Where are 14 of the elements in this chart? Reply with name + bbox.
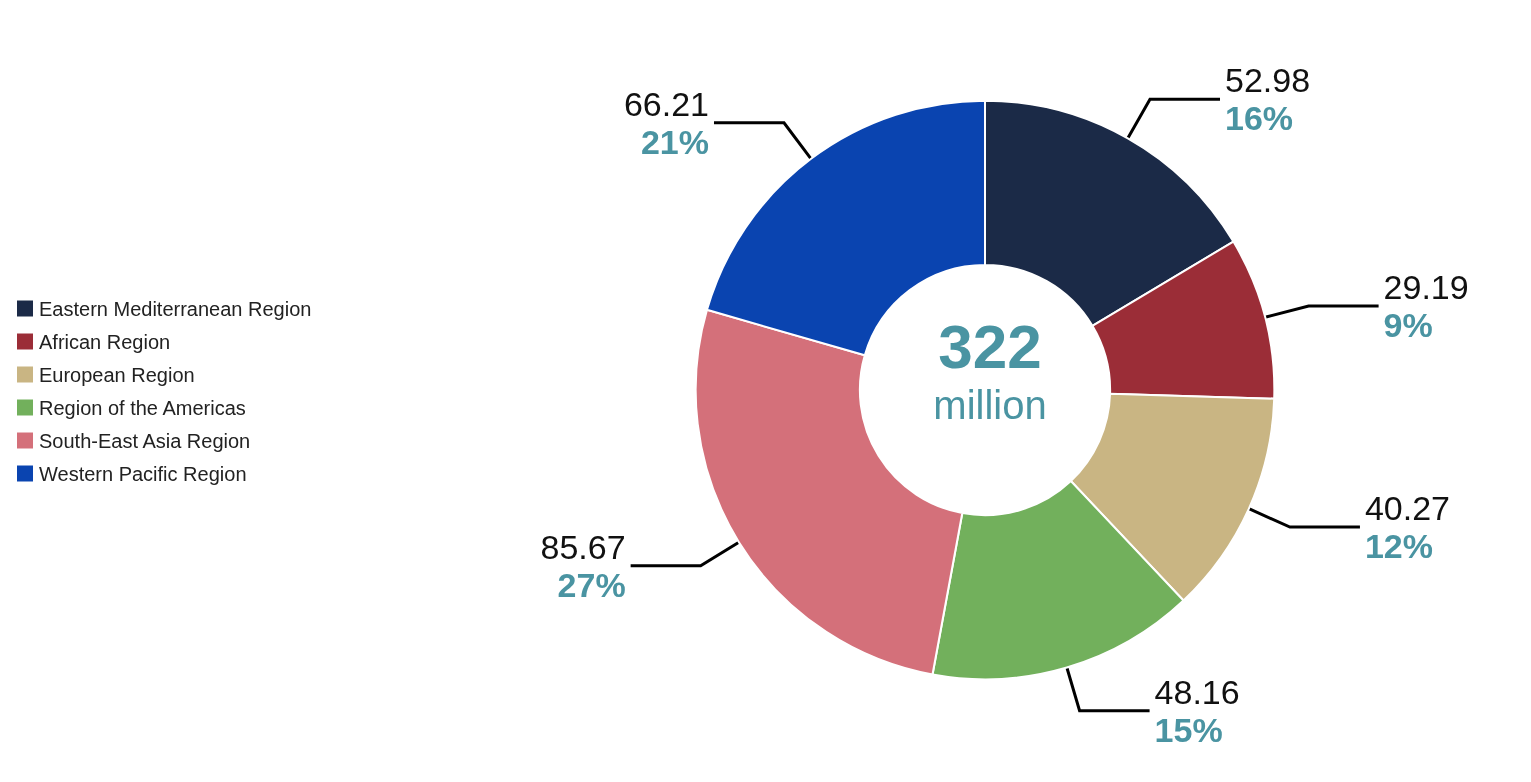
data-label: 85.67 27% [540,527,626,604]
text: 322 [938,311,1042,381]
legend-label: European Region [39,363,195,386]
data-label: 29.19 9% [1383,267,1469,344]
data-label: 48.16 15% [1154,672,1240,749]
data-label: 66.21 21% [623,84,709,161]
legend-label: South-East Asia Region [39,429,251,452]
legend-label: Eastern Mediterranean Region [39,297,312,320]
legend-label: Western Pacific Region [39,462,247,485]
legend-label: African Region [39,330,171,353]
data-label: 52.98 16% [1225,61,1311,138]
data-label: 40.27 12% [1364,489,1451,566]
text: million [933,383,1047,427]
legend-label: Region of the Americas [39,396,246,419]
